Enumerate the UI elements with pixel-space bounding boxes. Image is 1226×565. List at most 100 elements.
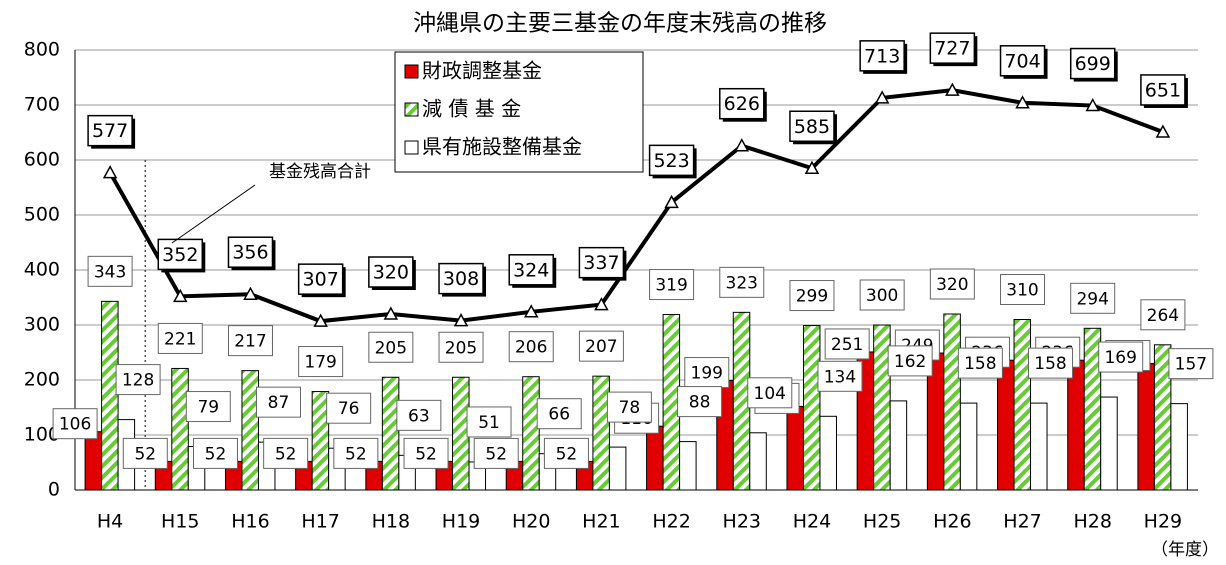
value-label: 577: [92, 120, 128, 142]
annotation: 基金残高合計: [269, 162, 371, 182]
label-box: [297, 263, 344, 295]
value-label: 88: [689, 393, 711, 413]
label-box: [438, 262, 484, 295]
value-label: 310: [1006, 281, 1038, 301]
value-label: 320: [936, 275, 968, 295]
value-label: 294: [1076, 289, 1108, 309]
y-tick-label: 500: [24, 204, 60, 226]
bar: [1137, 363, 1155, 491]
bar: [241, 370, 259, 491]
label-box: [115, 364, 161, 396]
label-box: [333, 437, 379, 469]
label-box: [122, 437, 168, 469]
label-box: [1098, 341, 1144, 373]
value-label: 169: [1104, 348, 1136, 368]
x-tick-label: H28: [1073, 511, 1111, 533]
y-tick-label: 400: [24, 259, 60, 281]
x-tick-label: H18: [372, 511, 410, 533]
total-line: [108, 88, 1164, 324]
value-label: 319: [655, 276, 687, 296]
x-tick-label: H21: [582, 511, 620, 533]
value-label: 207: [585, 337, 617, 357]
value-label: 206: [515, 338, 547, 358]
value-label: 104: [754, 384, 786, 404]
bar: [171, 367, 189, 491]
bar: [943, 313, 961, 491]
x-tick-label: H25: [863, 511, 901, 533]
marker: [874, 90, 890, 104]
label-box: [263, 437, 309, 469]
x-tick-label: H23: [723, 511, 761, 533]
bar: [959, 402, 978, 491]
marker: [1155, 124, 1171, 138]
value-label: 199: [691, 364, 723, 384]
marker: [383, 306, 399, 320]
label-box: [817, 360, 863, 392]
value-label: 307: [303, 269, 339, 291]
y-tick-label: 700: [24, 94, 60, 116]
bar: [679, 441, 697, 491]
value-label: 221: [164, 329, 196, 349]
x-tick-label: H22: [652, 511, 690, 533]
value-label: 179: [304, 353, 336, 373]
value-label: 52: [485, 444, 507, 464]
bar: [84, 431, 103, 491]
label-box: [859, 40, 905, 72]
label-box: [298, 346, 344, 378]
x-tick-label: H24: [793, 511, 831, 533]
value-label: 205: [445, 338, 477, 358]
value-label: 158: [964, 354, 996, 374]
label-box: [227, 236, 274, 268]
x-tick-label: H26: [933, 511, 971, 533]
label-box: [508, 254, 554, 286]
value-label: 337: [583, 252, 619, 274]
value-label: 128: [122, 371, 154, 391]
value-label: 52: [134, 444, 156, 464]
bar: [997, 359, 1015, 491]
marker: [734, 138, 750, 152]
value-label: 727: [934, 38, 970, 60]
label-box: [887, 345, 933, 377]
bar: [646, 425, 664, 491]
marker: [243, 286, 258, 300]
value-label: 87: [268, 393, 290, 413]
y-tick-label: 100: [24, 424, 60, 446]
value-label: 158: [1034, 354, 1066, 374]
bar: [608, 446, 627, 491]
leader-line: [171, 184, 256, 244]
label-box: [157, 238, 204, 271]
value-label: 134: [824, 367, 856, 387]
x-tick-label: H19: [442, 511, 480, 533]
y-tick-label: 200: [24, 369, 60, 391]
value-label: 78: [619, 398, 641, 418]
value-label: 52: [275, 444, 297, 464]
value-label: 157: [1175, 355, 1207, 375]
chart-title: 沖縄県の主要三基金の年度末残高の推移: [413, 11, 827, 37]
label-box: [52, 408, 98, 440]
marker: [945, 82, 960, 96]
marker: [523, 304, 539, 318]
value-label: 300: [866, 286, 898, 306]
y-tick-label: 800: [24, 39, 60, 61]
value-label: 704: [1004, 50, 1040, 72]
label-box: [536, 398, 582, 430]
marker: [313, 313, 328, 327]
value-label: 323: [726, 273, 758, 293]
value-label: 626: [724, 93, 760, 115]
x-tick-label: H17: [301, 511, 339, 533]
value-label: 217: [234, 332, 266, 352]
marker: [102, 165, 118, 179]
bar: [1170, 403, 1188, 491]
value-label: 343: [94, 262, 126, 282]
x-tick-label: H29: [1144, 511, 1182, 533]
legend-box: [394, 51, 644, 173]
bar: [522, 376, 540, 491]
label-box: [957, 347, 1003, 379]
value-label: 699: [1075, 53, 1111, 75]
label-box: [326, 392, 372, 424]
bar: [101, 300, 119, 491]
legend-swatch: [404, 102, 419, 117]
label-box: [649, 269, 695, 301]
